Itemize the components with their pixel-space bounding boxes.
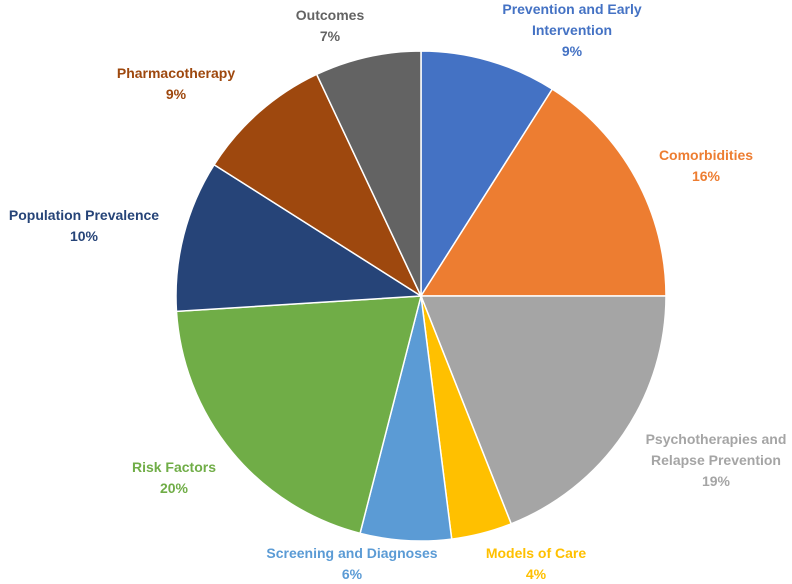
slice-percent-label: 7% <box>320 28 341 44</box>
slice-name-label: Comorbidities <box>659 147 753 163</box>
slice-name-label: Intervention <box>532 22 612 38</box>
pie-labels: Prevention and Early Intervention 9% Comorb… <box>9 1 787 582</box>
slice-name-label: Risk Factors <box>132 459 216 475</box>
data-label-population-prevalence: Population Prevalence 10% <box>9 207 159 244</box>
slice-percent-label: 6% <box>342 566 363 582</box>
slice-percent-label: 9% <box>562 43 583 59</box>
slice-percent-label: 10% <box>70 228 99 244</box>
slice-percent-label: 4% <box>526 566 547 582</box>
pie-slice-risk-factors <box>175 295 422 535</box>
slice-percent-label: 9% <box>166 86 187 102</box>
pie-slice-pharmacotherapy <box>213 73 423 299</box>
slice-name-label: Relapse Prevention <box>651 452 781 468</box>
data-label-psychotherapies-and-relapse-prevention: Psychotherapies and Relapse Prevention 19% <box>646 431 787 489</box>
slice-name-label: Outcomes <box>296 7 365 23</box>
pie-slice-prevention-and-early-intervention <box>420 50 554 299</box>
slice-name-label: Screening and Diagnoses <box>266 545 437 561</box>
slice-name-label: Models of Care <box>486 545 587 561</box>
data-label-pharmacotherapy: Pharmacotherapy 9% <box>117 65 235 102</box>
slice-percent-label: 19% <box>702 473 731 489</box>
slice-name-label: Population Prevalence <box>9 207 159 223</box>
data-label-comorbidities: Comorbidities 16% <box>659 147 753 184</box>
pie-slice-outcomes <box>315 50 422 297</box>
slice-percent-label: 16% <box>692 168 721 184</box>
data-label-prevention-and-early-intervention: Prevention and Early Intervention 9% <box>502 1 641 59</box>
data-label-models-of-care: Models of Care 4% <box>486 545 587 582</box>
pie-slice-comorbidities <box>419 88 667 297</box>
pie-slice-population-prevalence <box>175 163 424 313</box>
slice-percent-label: 20% <box>160 480 189 496</box>
slice-name-label: Prevention and Early <box>502 1 641 17</box>
pie-slice-psychotherapies-and-relapse-prevention <box>419 295 667 525</box>
data-label-screening-and-diagnoses: Screening and Diagnoses 6% <box>266 545 437 582</box>
data-label-risk-factors: Risk Factors 20% <box>132 459 216 496</box>
slice-name-label: Psychotherapies and <box>646 431 787 447</box>
data-label-outcomes: Outcomes 7% <box>296 7 365 44</box>
pie-slices <box>175 50 667 542</box>
slice-name-label: Pharmacotherapy <box>117 65 235 81</box>
